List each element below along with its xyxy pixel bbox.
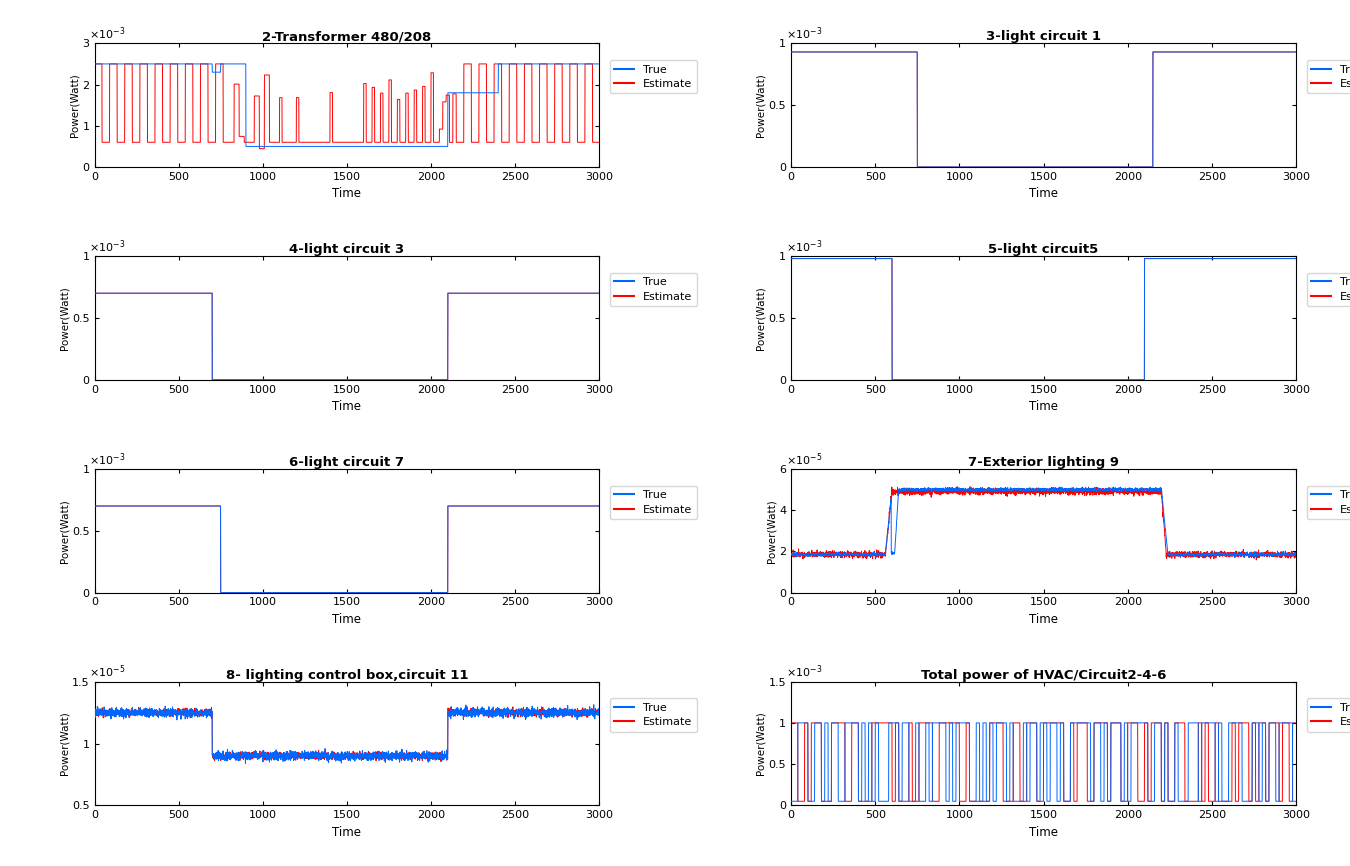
X-axis label: Time: Time	[1029, 400, 1058, 413]
Text: $\times 10^{-3}$: $\times 10^{-3}$	[89, 451, 126, 468]
Title: 6-light circuit 7: 6-light circuit 7	[289, 456, 405, 469]
Y-axis label: Power(Watt): Power(Watt)	[756, 286, 765, 350]
X-axis label: Time: Time	[332, 613, 362, 626]
Title: 7-Exterior lighting 9: 7-Exterior lighting 9	[968, 456, 1119, 469]
Y-axis label: Power(Watt): Power(Watt)	[756, 74, 765, 137]
X-axis label: Time: Time	[1029, 613, 1058, 626]
Legend: True, Estimate: True, Estimate	[1307, 273, 1350, 307]
X-axis label: Time: Time	[1029, 826, 1058, 839]
Legend: True, Estimate: True, Estimate	[610, 699, 697, 732]
Y-axis label: Power(Watt): Power(Watt)	[756, 712, 765, 775]
Legend: True, Estimate: True, Estimate	[610, 60, 697, 94]
Legend: True, Estimate: True, Estimate	[610, 273, 697, 307]
Legend: True, Estimate: True, Estimate	[1307, 486, 1350, 519]
Y-axis label: Power(Watt): Power(Watt)	[59, 712, 69, 775]
Title: 5-light circuit5: 5-light circuit5	[988, 243, 1099, 256]
Text: $\times 10^{-3}$: $\times 10^{-3}$	[786, 238, 822, 255]
X-axis label: Time: Time	[332, 400, 362, 413]
Text: $\times 10^{-3}$: $\times 10^{-3}$	[89, 238, 126, 255]
X-axis label: Time: Time	[332, 187, 362, 200]
Legend: True, Estimate: True, Estimate	[1307, 60, 1350, 94]
Y-axis label: Power(Watt): Power(Watt)	[70, 74, 80, 137]
Legend: True, Estimate: True, Estimate	[1307, 699, 1350, 732]
Title: Total power of HVAC/Circuit2-4-6: Total power of HVAC/Circuit2-4-6	[921, 669, 1166, 682]
X-axis label: Time: Time	[332, 826, 362, 839]
Text: $\times 10^{-3}$: $\times 10^{-3}$	[89, 25, 126, 42]
Title: 4-light circuit 3: 4-light circuit 3	[289, 243, 405, 256]
Title: 8- lighting control box,circuit 11: 8- lighting control box,circuit 11	[225, 669, 468, 682]
Title: 2-Transformer 480/208: 2-Transformer 480/208	[262, 30, 432, 43]
Y-axis label: Power(Watt): Power(Watt)	[59, 286, 69, 350]
Legend: True, Estimate: True, Estimate	[610, 486, 697, 519]
X-axis label: Time: Time	[1029, 187, 1058, 200]
Text: $\times 10^{-5}$: $\times 10^{-5}$	[786, 451, 822, 468]
Y-axis label: Power(Watt): Power(Watt)	[59, 499, 69, 563]
Title: 3-light circuit 1: 3-light circuit 1	[986, 30, 1102, 43]
Y-axis label: Power(Watt): Power(Watt)	[767, 499, 776, 563]
Text: $\times 10^{-3}$: $\times 10^{-3}$	[786, 664, 822, 681]
Text: $\times 10^{-3}$: $\times 10^{-3}$	[786, 25, 822, 42]
Text: $\times 10^{-5}$: $\times 10^{-5}$	[89, 664, 126, 681]
